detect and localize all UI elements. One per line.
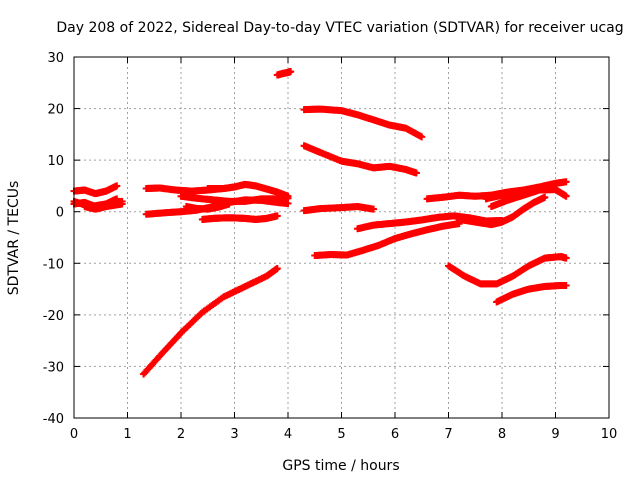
x-tick-label: 8 [498, 427, 506, 442]
x-tick-label: 2 [177, 427, 185, 442]
x-tick-label: 7 [444, 427, 452, 442]
series-arc-04 [81, 200, 126, 213]
data-point [113, 182, 121, 190]
series-arc-13 [300, 105, 426, 141]
y-tick-label: -30 [43, 360, 64, 375]
series-arc-22 [493, 281, 570, 306]
x-tick-label: 9 [551, 427, 559, 442]
x-tick-label: 10 [601, 427, 618, 442]
x-tick-label: 4 [284, 427, 292, 442]
series-arc-15 [300, 203, 378, 215]
data-point [412, 169, 420, 177]
y-tick-label: -10 [43, 257, 64, 272]
series-arc-05 [140, 264, 281, 378]
data-point [418, 133, 426, 141]
ticks-layer: 0 1 2 3 4 5 6 7 8 9 10 -40 -30 -20 -10 0 10 20 30 [43, 51, 618, 442]
data-point [370, 205, 378, 213]
data-point [562, 192, 570, 200]
x-tick-label: 6 [391, 427, 399, 442]
series-arc-19 [455, 193, 549, 229]
data-point [118, 200, 126, 208]
y-tick-label: -40 [43, 412, 64, 427]
data-point [541, 193, 549, 201]
data-point [562, 178, 570, 186]
data-point [225, 200, 233, 208]
y-tick-label: 10 [47, 154, 64, 169]
data-point [287, 67, 295, 75]
x-tick-label: 3 [230, 427, 238, 442]
chart-title: Day 208 of 2022, Sidereal Day-to-day VTE… [56, 20, 623, 36]
series-arc-10 [198, 212, 281, 223]
series-arc-11 [182, 200, 233, 213]
y-tick-label: 30 [47, 51, 64, 66]
x-tick-label: 5 [337, 427, 345, 442]
series-arc-23 [482, 182, 554, 203]
data-point [562, 281, 570, 289]
y-axis-label: SDTVAR / TECUs [6, 181, 22, 296]
y-tick-label: 20 [47, 103, 64, 118]
data-point [546, 182, 554, 190]
series-arc-01 [70, 182, 121, 198]
x-tick-label: 0 [70, 427, 78, 442]
data-point [273, 264, 281, 272]
data-point [273, 212, 281, 220]
y-tick-label: -20 [43, 309, 64, 324]
y-tick-label: 0 [56, 206, 64, 221]
series-arc-16 [311, 220, 463, 260]
series-arc-09 [204, 180, 292, 200]
data-layer [70, 67, 570, 378]
x-tick-label: 1 [123, 427, 131, 442]
data-point [562, 254, 570, 262]
data-point [284, 192, 292, 200]
series-arc-21 [445, 253, 570, 288]
series-arc-12 [273, 67, 295, 79]
series-arc-14 [300, 142, 420, 177]
series-arc-08 [177, 192, 292, 205]
x-axis-label: GPS time / hours [282, 458, 399, 474]
